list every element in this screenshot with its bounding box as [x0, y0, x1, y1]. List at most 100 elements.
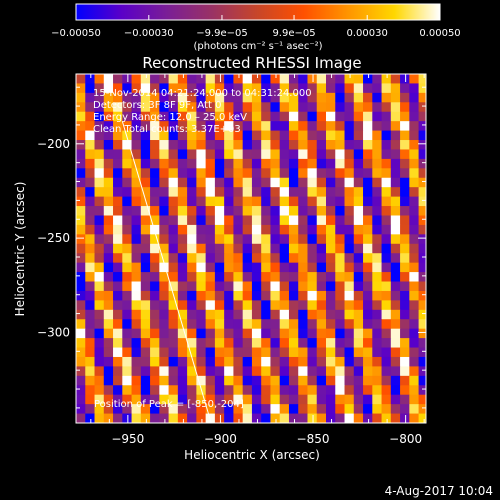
heatmap-cell	[326, 309, 336, 320]
heatmap-cell	[140, 234, 151, 245]
heatmap-cell	[279, 102, 290, 113]
heatmap-cell	[409, 234, 419, 245]
heatmap-cell	[400, 262, 410, 273]
heatmap-cell	[298, 243, 308, 254]
heatmap-cell	[298, 272, 308, 282]
annotation-energy-range: Energy Range: 12.0 – 25.0 keV	[93, 112, 247, 123]
heatmap-cell	[298, 215, 308, 226]
heatmap-cell	[150, 196, 160, 207]
heatmap-cell	[242, 272, 253, 282]
heatmap-cell	[261, 243, 271, 254]
observation-annotations: 15-Nov-2014 04:21:24.000 to 04:31:24.000…	[93, 88, 312, 135]
heatmap-cell	[344, 253, 355, 264]
heatmap-cell	[159, 394, 169, 405]
heatmap-cell	[103, 102, 114, 113]
heatmap-cell	[150, 338, 160, 348]
heatmap-cell	[168, 385, 179, 396]
heatmap-cell	[103, 272, 114, 282]
heatmap-cell	[103, 338, 114, 348]
heatmap-cell	[187, 121, 197, 131]
heatmap-cell	[242, 394, 253, 405]
heatmap-cell	[418, 187, 426, 198]
heatmap-cell	[196, 290, 207, 301]
heatmap-cell	[94, 375, 105, 386]
heatmap-cell	[205, 215, 216, 226]
heatmap-cell	[168, 272, 179, 282]
heatmap-cell	[140, 121, 151, 131]
heatmap-cell	[390, 300, 401, 311]
heatmap-cell	[85, 243, 95, 254]
heatmap-cell	[131, 309, 142, 320]
heatmap-cell	[279, 413, 290, 423]
heatmap-cell	[270, 413, 281, 423]
heatmap-cell	[353, 187, 364, 198]
heatmap-cell	[196, 413, 207, 423]
heatmap-cell	[150, 290, 160, 301]
heatmap-cell	[298, 92, 308, 103]
heatmap-cell	[261, 149, 271, 160]
heatmap-cell	[390, 196, 401, 207]
heatmap-cell	[214, 328, 225, 339]
heatmap-cell	[122, 328, 132, 339]
heatmap-cell	[372, 272, 382, 282]
heatmap-cell	[381, 328, 392, 339]
heatmap-cell	[344, 234, 355, 245]
heatmap-cell	[122, 394, 132, 405]
heatmap-cell	[400, 385, 410, 396]
heatmap-cell	[390, 413, 401, 423]
heatmap-cell	[390, 309, 401, 320]
heatmap-cell	[298, 413, 308, 423]
heatmap-cell	[307, 177, 318, 188]
heatmap-cell	[381, 309, 392, 320]
heatmap-cell	[187, 196, 197, 207]
heatmap-cell	[113, 140, 123, 150]
heatmap-cell	[150, 272, 160, 282]
heatmap-cell	[140, 102, 151, 113]
heatmap-cell	[335, 319, 345, 330]
heatmap-cell	[122, 158, 132, 169]
heatmap-cell	[316, 356, 327, 367]
heatmap-cell	[76, 281, 86, 292]
heatmap-cell	[168, 215, 179, 226]
heatmap-cell	[242, 300, 253, 311]
heatmap-cell	[409, 224, 419, 235]
heatmap-cell	[150, 83, 160, 94]
heatmap-cell	[279, 149, 290, 160]
heatmap-cell	[150, 385, 160, 396]
heatmap-cell	[122, 385, 132, 396]
heatmap-cell	[224, 224, 234, 235]
heatmap-cell	[418, 290, 426, 301]
heatmap-cell	[168, 309, 179, 320]
heatmap-cell	[131, 140, 142, 150]
heatmap-cell	[390, 290, 401, 301]
heatmap-cell	[168, 338, 179, 348]
heatmap-cell	[224, 102, 234, 113]
heatmap-cell	[122, 196, 132, 207]
heatmap-cell	[307, 187, 318, 198]
heatmap-cell	[288, 92, 299, 103]
heatmap-cell	[187, 366, 197, 377]
heatmap-cell	[344, 366, 355, 377]
heatmap-cell	[159, 111, 169, 122]
heatmap-cell	[363, 74, 373, 84]
heatmap-cell	[140, 385, 151, 396]
heatmap-cell	[400, 196, 410, 207]
heatmap-cell	[76, 309, 86, 320]
heatmap-cell	[224, 140, 234, 150]
heatmap-cell	[113, 196, 123, 207]
heatmap-cell	[76, 149, 86, 160]
heatmap-cell	[418, 375, 426, 386]
heatmap-cell	[418, 111, 426, 122]
heatmap-cell	[279, 253, 290, 264]
heatmap-cell	[261, 347, 271, 358]
heatmap-cell	[159, 187, 169, 198]
heatmap-cell	[298, 262, 308, 273]
heatmap-cell	[279, 404, 290, 414]
heatmap-cell	[233, 243, 244, 254]
heatmap-cell	[335, 130, 345, 141]
heatmap-cell	[279, 168, 290, 179]
heatmap-cell	[94, 196, 105, 207]
heatmap-cell	[159, 338, 169, 348]
heatmap-cell	[372, 177, 382, 188]
heatmap-cell	[326, 111, 336, 122]
